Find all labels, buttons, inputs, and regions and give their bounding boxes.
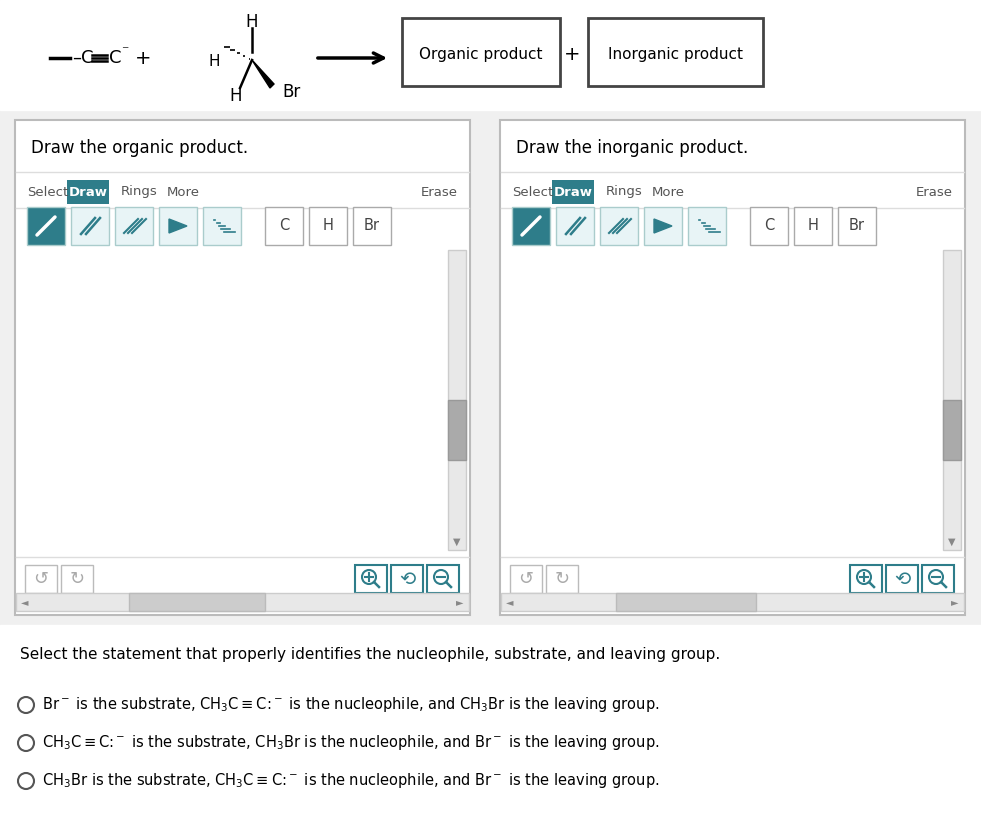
- Text: Rings: Rings: [606, 186, 643, 199]
- Text: C: C: [764, 218, 774, 233]
- Text: ◄: ◄: [506, 597, 514, 607]
- Text: H: H: [230, 87, 242, 105]
- Bar: [512, 207, 550, 245]
- Bar: [588, 18, 763, 86]
- Text: ▼: ▼: [453, 537, 461, 547]
- Text: +: +: [135, 48, 151, 67]
- Text: CH$_3$Br is the substrate, CH$_3$C$\equiv$C:$^-$ is the nucleophile, and Br$^-$ : CH$_3$Br is the substrate, CH$_3$C$\equi…: [42, 772, 659, 791]
- Bar: [838, 207, 876, 245]
- Bar: [115, 207, 153, 245]
- Text: Draw: Draw: [553, 186, 593, 199]
- Polygon shape: [654, 219, 672, 233]
- Text: H: H: [209, 54, 220, 70]
- Text: ►: ►: [952, 597, 958, 607]
- Bar: [750, 207, 788, 245]
- Text: Select: Select: [27, 186, 69, 199]
- Bar: [510, 565, 542, 593]
- Polygon shape: [169, 219, 187, 233]
- Text: H: H: [807, 218, 818, 233]
- Bar: [0, 0, 981, 110]
- Bar: [688, 207, 726, 245]
- Text: More: More: [167, 186, 200, 199]
- Text: Erase: Erase: [421, 186, 458, 199]
- Bar: [402, 18, 560, 86]
- Bar: [448, 400, 466, 460]
- Text: +: +: [564, 45, 580, 65]
- Text: Rings: Rings: [121, 186, 158, 199]
- Text: Select: Select: [512, 186, 553, 199]
- Bar: [61, 565, 93, 593]
- Bar: [16, 593, 469, 611]
- Text: C: C: [279, 218, 289, 233]
- Text: CH$_3$C$\equiv$C:$^-$ is the substrate, CH$_3$Br is the nucleophile, and Br$^-$ : CH$_3$C$\equiv$C:$^-$ is the substrate, …: [42, 733, 659, 753]
- Bar: [448, 250, 466, 550]
- Text: Draw the organic product.: Draw the organic product.: [31, 139, 248, 157]
- Bar: [886, 565, 918, 593]
- Bar: [353, 207, 391, 245]
- Text: ↻: ↻: [554, 570, 570, 588]
- Bar: [0, 625, 981, 821]
- Bar: [794, 207, 832, 245]
- Bar: [546, 565, 578, 593]
- Text: –C: –C: [72, 49, 93, 67]
- Bar: [391, 565, 423, 593]
- Text: ↺: ↺: [33, 570, 49, 588]
- Bar: [27, 207, 65, 245]
- Text: ▼: ▼: [949, 537, 955, 547]
- Text: ⟲: ⟲: [399, 570, 415, 589]
- Text: Br: Br: [364, 218, 380, 233]
- Bar: [427, 565, 459, 593]
- Text: C: C: [109, 49, 122, 67]
- Text: Select the statement that properly identifies the nucleophile, substrate, and le: Select the statement that properly ident…: [20, 648, 720, 663]
- Text: Br: Br: [282, 83, 300, 101]
- Bar: [129, 593, 265, 611]
- Text: ⁻: ⁻: [121, 44, 129, 58]
- Bar: [943, 400, 961, 460]
- Text: ↺: ↺: [518, 570, 534, 588]
- Polygon shape: [252, 60, 274, 88]
- Text: H: H: [323, 218, 334, 233]
- Text: Inorganic product: Inorganic product: [607, 48, 743, 62]
- Text: Br$^-$ is the substrate, CH$_3$C$\equiv$C:$^-$ is the nucleophile, and CH$_3$Br : Br$^-$ is the substrate, CH$_3$C$\equiv$…: [42, 695, 659, 714]
- Text: Erase: Erase: [916, 186, 953, 199]
- Bar: [25, 565, 57, 593]
- Bar: [71, 207, 109, 245]
- Bar: [600, 207, 638, 245]
- Bar: [15, 120, 470, 615]
- Text: ◄: ◄: [22, 597, 28, 607]
- Bar: [616, 593, 755, 611]
- Text: ↻: ↻: [70, 570, 84, 588]
- Bar: [552, 180, 594, 204]
- Text: H: H: [246, 13, 258, 31]
- Bar: [203, 207, 241, 245]
- Bar: [159, 207, 197, 245]
- Text: Draw the inorganic product.: Draw the inorganic product.: [516, 139, 749, 157]
- Text: Draw: Draw: [69, 186, 108, 199]
- Text: ►: ►: [456, 597, 464, 607]
- Bar: [644, 207, 682, 245]
- Bar: [355, 565, 387, 593]
- Bar: [850, 565, 882, 593]
- Text: ⟲: ⟲: [894, 570, 910, 589]
- Bar: [309, 207, 347, 245]
- Text: Organic product: Organic product: [419, 48, 542, 62]
- Bar: [556, 207, 594, 245]
- Bar: [922, 565, 954, 593]
- Text: Br: Br: [849, 218, 865, 233]
- Text: More: More: [652, 186, 685, 199]
- Bar: [943, 250, 961, 550]
- Bar: [501, 593, 964, 611]
- Bar: [500, 120, 965, 615]
- Bar: [67, 180, 109, 204]
- Bar: [265, 207, 303, 245]
